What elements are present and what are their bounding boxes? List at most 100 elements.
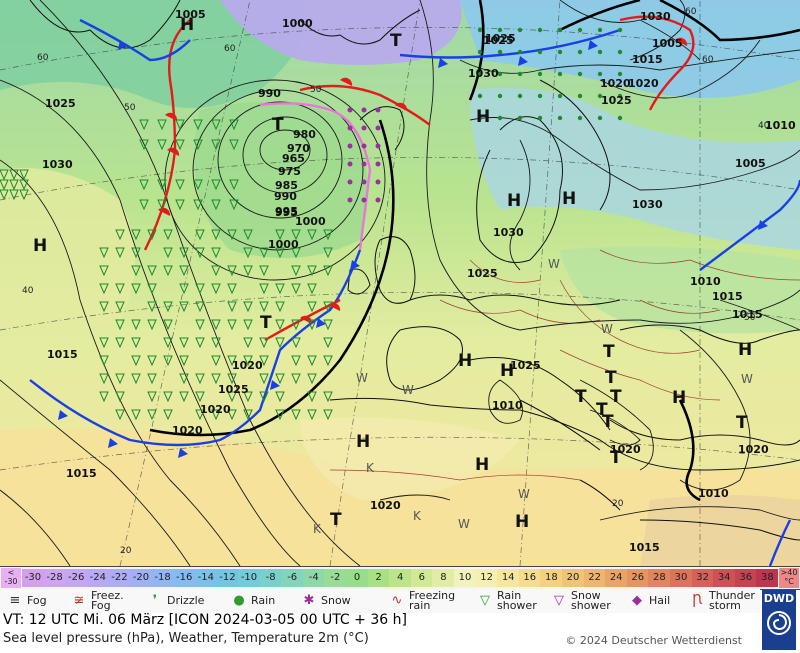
rain-shower-symbol bbox=[259, 337, 269, 349]
rain-shower-symbol bbox=[291, 229, 301, 241]
rain-shower-symbol bbox=[115, 283, 125, 295]
low-pressure-center: T bbox=[575, 387, 587, 407]
rain-shower-symbol bbox=[157, 139, 167, 151]
rain-symbol bbox=[477, 27, 483, 33]
legend-item: ▽ Snow shower bbox=[550, 589, 611, 613]
high-pressure-center: H bbox=[738, 340, 752, 360]
low-pressure-center: T bbox=[610, 387, 622, 407]
weather-map: 1005100010251030102510301000995990980970… bbox=[0, 0, 800, 566]
rain-shower-symbol bbox=[115, 409, 125, 421]
rain-shower-symbol bbox=[291, 283, 301, 295]
rain-shower-symbol bbox=[139, 119, 149, 131]
freezing-rain-icon: ∿ bbox=[391, 593, 403, 608]
rain-symbol bbox=[617, 93, 623, 99]
rain-shower-symbol bbox=[229, 179, 239, 191]
rain-symbol bbox=[537, 49, 543, 55]
rain-shower-symbol bbox=[179, 247, 189, 259]
snow-symbol bbox=[347, 161, 353, 167]
rain-symbol bbox=[517, 93, 523, 99]
rain-shower-symbol bbox=[227, 301, 237, 313]
rain-shower-symbol bbox=[323, 409, 333, 421]
weather-letter-label: W bbox=[548, 257, 560, 271]
high-pressure-center: H bbox=[356, 432, 370, 452]
rain-shower-symbol bbox=[139, 199, 149, 211]
rain-symbol bbox=[517, 49, 523, 55]
scale-cell: 26 bbox=[626, 569, 649, 587]
isobar-label: 1005 bbox=[175, 8, 206, 21]
weather-letter-label: K bbox=[366, 461, 375, 475]
rain-shower-symbol bbox=[99, 301, 109, 313]
snow-symbol bbox=[375, 179, 381, 185]
rain-shower-symbol bbox=[195, 229, 205, 241]
rain-shower-symbol bbox=[139, 139, 149, 151]
isobar-label: 1020 bbox=[600, 77, 631, 90]
legend-item: ∿ Freezing rain bbox=[388, 589, 456, 613]
low-pressure-center: T bbox=[610, 448, 622, 468]
dwd-spiral-icon bbox=[767, 611, 791, 635]
isobar-label: 1015 bbox=[712, 290, 743, 303]
rain-shower-symbol bbox=[229, 119, 239, 131]
rain-shower-symbol bbox=[115, 247, 125, 259]
rain-shower-symbol bbox=[275, 337, 285, 349]
rain-shower-symbol bbox=[195, 409, 205, 421]
rain-shower-symbol bbox=[99, 337, 109, 349]
rain-shower-symbol bbox=[227, 265, 237, 277]
scale-cell: 12 bbox=[475, 569, 498, 587]
legend-label: Fog bbox=[27, 594, 47, 607]
temperature-label: 60 bbox=[685, 7, 697, 17]
legend-label: Rain bbox=[251, 594, 276, 607]
rain-symbol bbox=[557, 115, 563, 121]
legend-item: Ꞃ Thunder storm bbox=[688, 589, 755, 613]
low-pressure-center: T bbox=[603, 342, 615, 362]
rain-symbol bbox=[557, 49, 563, 55]
rain-shower-symbol bbox=[243, 391, 253, 403]
rain-shower-symbol bbox=[227, 409, 237, 421]
rain-shower-symbol bbox=[195, 373, 205, 385]
isobar-label: 1010 bbox=[690, 275, 721, 288]
rain-symbol bbox=[517, 115, 523, 121]
scale-cell: -28 bbox=[43, 569, 66, 587]
scale-cell: 28 bbox=[648, 569, 671, 587]
rain-shower-symbol bbox=[131, 409, 141, 421]
isobar-label: 1015 bbox=[66, 467, 97, 480]
rain-symbol bbox=[477, 71, 483, 77]
rain-shower-symbol bbox=[229, 139, 239, 151]
rain-shower-symbol bbox=[163, 247, 173, 259]
rain-shower-symbol bbox=[307, 265, 317, 277]
high-pressure-center: H bbox=[672, 388, 686, 408]
rain-shower-symbol bbox=[243, 337, 253, 349]
rain-shower-symbol bbox=[243, 355, 253, 367]
rain-symbol bbox=[617, 71, 623, 77]
isobar-label: 980 bbox=[293, 128, 316, 141]
snow-symbol bbox=[347, 107, 353, 113]
rain-shower-symbol bbox=[163, 301, 173, 313]
rain-shower-symbol bbox=[323, 391, 333, 403]
valid-time: VT: 12 UTC Mi. 06 März [ICON 2024-03-05 … bbox=[3, 612, 407, 628]
scale-cell: 18 bbox=[540, 569, 563, 587]
rain-shower-symbol bbox=[131, 283, 141, 295]
rain-shower-symbol bbox=[195, 283, 205, 295]
weather-letter-label: K bbox=[413, 509, 422, 523]
scale-cell: -6 bbox=[281, 569, 304, 587]
rain-shower-symbol bbox=[243, 247, 253, 259]
rain-shower-symbol bbox=[19, 179, 29, 191]
rain-shower-symbol bbox=[163, 319, 173, 331]
copyright: © 2024 Deutscher Wetterdienst bbox=[565, 634, 742, 647]
rain-shower-symbol bbox=[211, 229, 221, 241]
isobar-label: 1000 bbox=[268, 238, 299, 251]
isobar-label: 1025 bbox=[45, 97, 76, 110]
scale-low-label: < -30 bbox=[1, 568, 21, 588]
isobar-label: 1025 bbox=[601, 94, 632, 107]
isobar-label: 1030 bbox=[493, 226, 524, 239]
rain-shower-symbol bbox=[19, 189, 29, 201]
isobar-label: 990 bbox=[274, 190, 297, 203]
rain-shower-symbol bbox=[195, 337, 205, 349]
rain-shower-symbol bbox=[115, 391, 125, 403]
isobar-label: 1015 bbox=[732, 308, 763, 321]
rain-shower-symbol bbox=[163, 391, 173, 403]
rain-shower-symbol bbox=[195, 301, 205, 313]
rain-shower-symbol bbox=[275, 319, 285, 331]
rain-shower-symbol bbox=[291, 319, 301, 331]
low-pressure-center: T bbox=[330, 510, 342, 530]
rain-shower-symbol bbox=[291, 337, 301, 349]
